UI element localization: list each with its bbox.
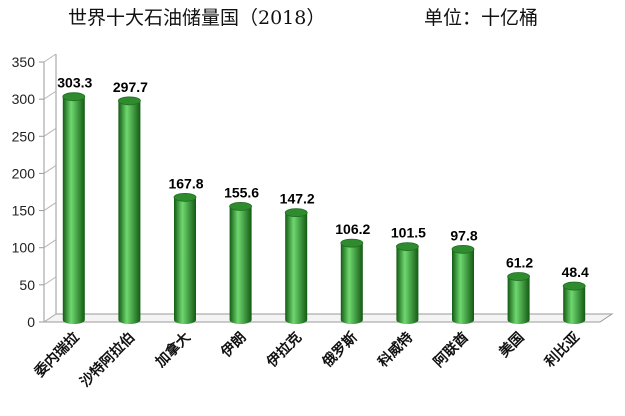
bar xyxy=(174,197,196,324)
bar xyxy=(62,96,85,324)
y-tick-depth xyxy=(43,313,57,323)
data-label: 61.2 xyxy=(506,255,533,271)
bar-top-cap xyxy=(62,92,86,102)
category-label: 伊朗 xyxy=(217,329,250,362)
y-tick-depth xyxy=(43,202,57,211)
bar xyxy=(507,276,530,324)
bar-top-cap xyxy=(562,281,586,291)
y-tick-depth xyxy=(43,53,57,63)
y-tick-depth xyxy=(43,165,57,174)
data-label: 303.3 xyxy=(57,75,92,91)
category-label: 阿联酋 xyxy=(430,329,472,371)
y-tick-depth xyxy=(43,276,57,286)
category-label: 俄罗斯 xyxy=(318,329,360,371)
category-label: 美国 xyxy=(496,329,528,361)
y-tick-label: 350 xyxy=(12,54,36,70)
y-tick-label: 50 xyxy=(19,277,35,293)
y-tick-label: 100 xyxy=(12,240,36,256)
data-label: 167.8 xyxy=(168,175,203,191)
unit-label: 单位：十亿桶 xyxy=(424,7,538,29)
data-label: 106.2 xyxy=(335,221,370,237)
chart-title: 世界十大石油储量国（2018） xyxy=(68,7,325,29)
data-label: 155.6 xyxy=(224,184,259,200)
bar xyxy=(285,212,308,324)
bar xyxy=(229,206,252,324)
y-tick-depth xyxy=(43,239,57,249)
bar-top-cap xyxy=(284,208,308,218)
bars-group xyxy=(62,92,586,324)
y-tick-label: 300 xyxy=(12,91,36,107)
bar xyxy=(118,100,141,324)
data-label: 297.7 xyxy=(113,79,148,95)
category-label: 沙特阿拉伯 xyxy=(77,329,139,391)
data-label: 48.4 xyxy=(562,264,589,280)
y-tick-depth xyxy=(43,90,57,100)
bar xyxy=(563,286,586,324)
category-label: 科威特 xyxy=(375,329,417,371)
bar-top-cap xyxy=(229,202,253,211)
data-labels-group: 303.3 297.7 167.8 155.6 147.2 106.2 101.5 97.8 6… xyxy=(57,75,589,280)
y-tick-label: 150 xyxy=(12,203,36,219)
category-label: 加拿大 xyxy=(151,329,193,371)
bar xyxy=(340,243,363,324)
bar-top-cap xyxy=(173,192,197,202)
bar-top-cap xyxy=(451,244,475,254)
data-label: 147.2 xyxy=(280,191,315,207)
y-tick-label: 250 xyxy=(12,128,36,144)
category-label: 伊拉克 xyxy=(263,329,305,371)
y-tick-label: 0 xyxy=(27,314,35,330)
bar-top-cap xyxy=(340,238,364,248)
category-label: 利比亚 xyxy=(541,329,583,371)
bar xyxy=(452,249,474,324)
bar-top-cap xyxy=(507,272,530,281)
y-tick-label: 200 xyxy=(12,165,36,181)
data-label: 101.5 xyxy=(391,225,426,241)
bar-top-cap xyxy=(117,96,141,106)
bar xyxy=(396,246,419,324)
data-label: 97.8 xyxy=(450,227,477,243)
category-label: 委内瑞拉 xyxy=(30,329,82,381)
y-tick-depth xyxy=(43,127,57,137)
bar-top-cap xyxy=(395,242,419,252)
